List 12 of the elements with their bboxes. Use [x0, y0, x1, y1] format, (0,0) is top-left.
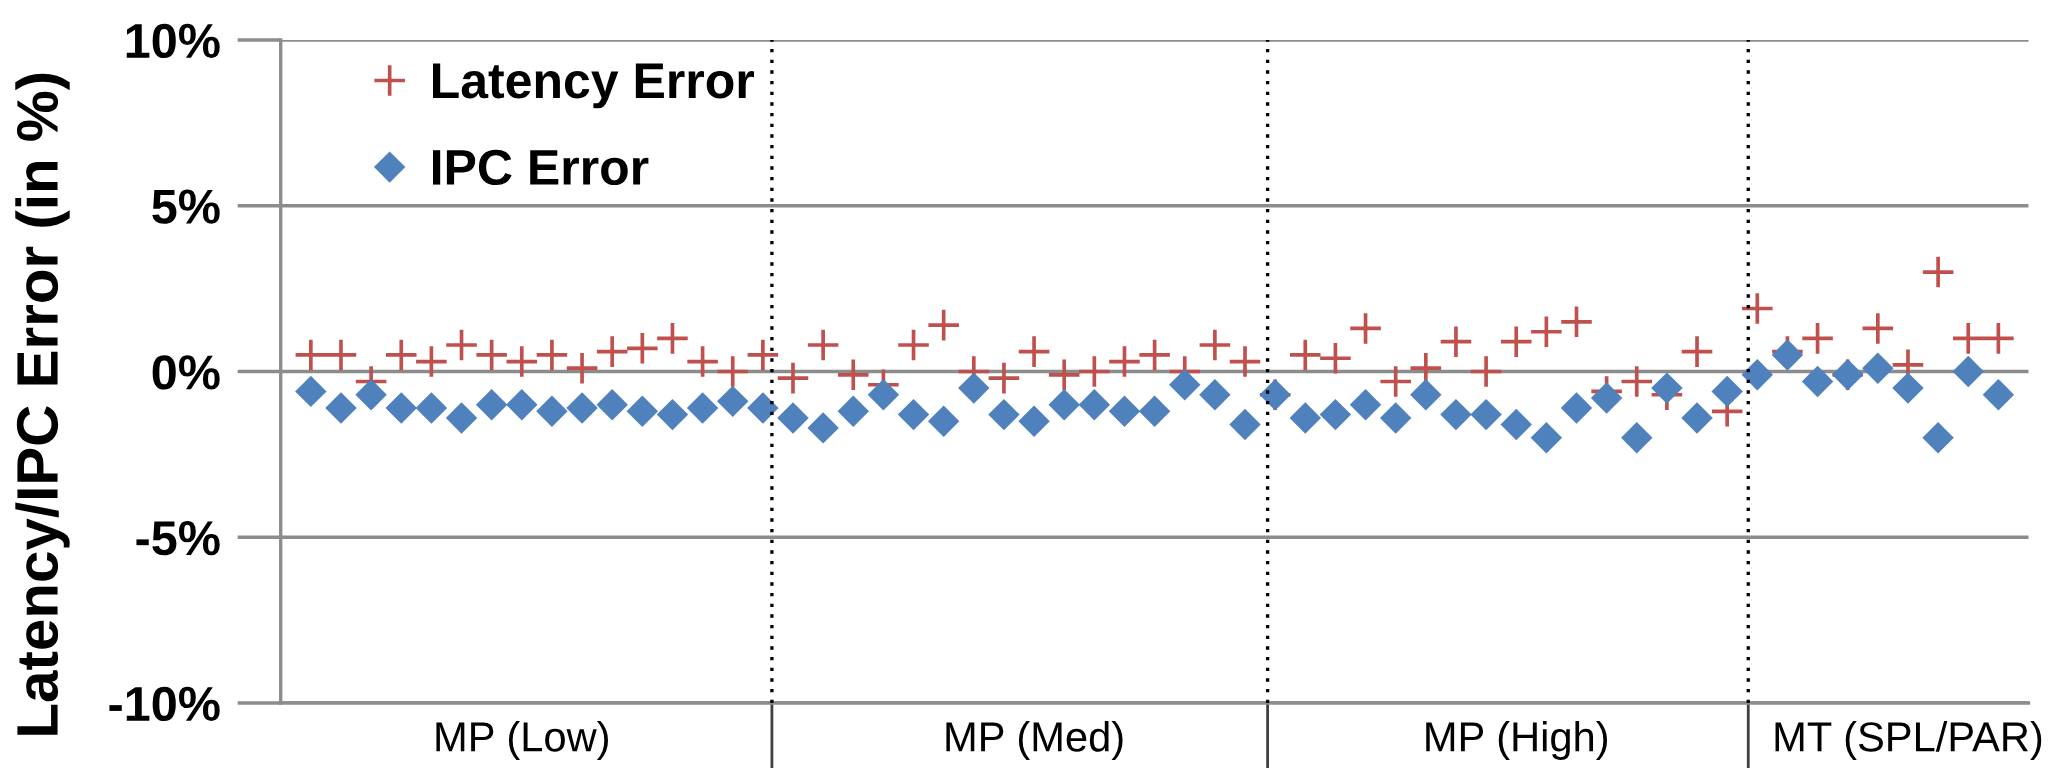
y-tick-label: 10% [126, 23, 220, 59]
y-tick-label: -5% [136, 521, 220, 556]
legend-label: Latency Error [433, 63, 755, 109]
y-tick-label: 0% [152, 355, 220, 390]
x-tick-label: MP (Med) [946, 721, 1123, 760]
legend-label: IPC Error [433, 149, 649, 186]
y-tick-label: 5% [152, 189, 220, 224]
y-tick-label: -10% [109, 686, 220, 722]
x-tick-label: MP (Low) [436, 721, 608, 760]
x-tick-label: MT (SPL/PAR) [1775, 721, 2042, 760]
x-tick-label: MP (High) [1426, 721, 1608, 760]
y-axis-title: Latency/IPC Error (in %) [15, 73, 70, 735]
